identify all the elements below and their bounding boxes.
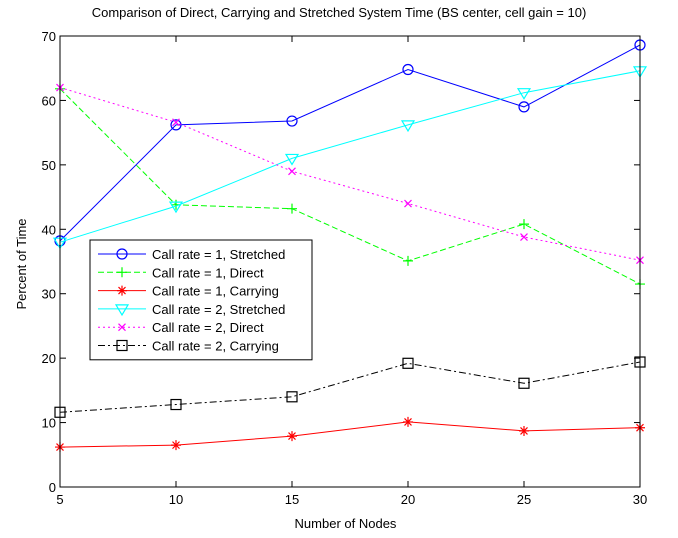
data-point-4-4	[400, 120, 416, 133]
data-point-4-3	[284, 153, 300, 166]
data-point-5-3	[288, 167, 296, 176]
legend-marker-1	[116, 248, 128, 260]
data-point-6-3	[286, 391, 298, 403]
data-point-5-4	[404, 199, 412, 208]
x-tick-label-6: 30	[633, 492, 647, 507]
data-point-3-2	[171, 440, 181, 451]
data-point-6-5	[518, 377, 530, 389]
legend-label-1: Call rate = 1, Stretched	[152, 247, 285, 262]
data-point-4-2	[168, 201, 184, 214]
legend-marker-4	[114, 304, 130, 317]
series-line-1	[59, 44, 641, 242]
legend-item-1: Call rate = 1, Stretched	[98, 247, 285, 262]
legend-marker-3	[117, 285, 127, 296]
data-point-5-5	[520, 233, 528, 241]
data-point-5-2	[172, 118, 180, 127]
x-tick-label-4: 20	[401, 492, 415, 507]
plot-area	[52, 39, 648, 453]
legend-label-6: Call rate = 2, Carrying	[152, 339, 279, 354]
series-3	[55, 416, 645, 453]
series-1	[54, 39, 646, 247]
series-line-3	[59, 421, 641, 448]
x-tick-label-5: 25	[517, 492, 531, 507]
axes: 5 10 15 20 25 30 0 10 20 30 40 50 60 70	[42, 29, 648, 507]
series-line-4	[59, 70, 641, 243]
legend-marker-5	[118, 323, 126, 332]
data-point-3-4	[403, 416, 413, 427]
legend-item-6: Call rate = 2, Carrying	[98, 339, 279, 354]
legend-box	[89, 239, 313, 361]
legend-label-2: Call rate = 1, Direct	[152, 265, 264, 280]
data-point-1-5	[518, 101, 530, 113]
legend: Call rate = 1, Stretched Call rate = 1, D…	[89, 239, 313, 361]
x-axis-title: Number of Nodes	[295, 516, 397, 531]
legend-item-3: Call rate = 1, Carrying	[98, 284, 279, 299]
data-point-2-3	[287, 203, 297, 214]
x-tick-label-3: 15	[285, 492, 299, 507]
x-tick-label-2: 10	[169, 492, 183, 507]
y-tick-label-4: 30	[42, 287, 56, 302]
legend-item-4: Call rate = 2, Stretched	[98, 302, 285, 317]
x-tick-label-1: 5	[56, 492, 63, 507]
axes-box	[59, 35, 641, 488]
y-tick-label-2: 10	[42, 416, 56, 431]
data-point-2-5	[519, 219, 529, 230]
legend-marker-6	[116, 339, 128, 352]
y-tick-label-6: 50	[42, 158, 56, 173]
legend-label-3: Call rate = 1, Carrying	[152, 284, 279, 299]
y-axis-title: Percent of Time	[14, 218, 29, 309]
legend-item-5: Call rate = 2, Direct	[98, 320, 264, 335]
y-tick-label-8: 70	[42, 29, 56, 44]
series-line-5	[59, 87, 641, 261]
data-point-4-5	[516, 88, 532, 100]
data-point-6-4	[402, 357, 414, 369]
legend-label-5: Call rate = 2, Direct	[152, 320, 264, 335]
data-point-3-5	[519, 425, 529, 436]
y-tick-label-1: 0	[49, 480, 56, 495]
data-point-3-3	[287, 431, 297, 442]
legend-marker-2	[117, 267, 127, 278]
legend-label-4: Call rate = 2, Stretched	[152, 302, 285, 317]
series-line-6	[59, 361, 641, 413]
legend-item-2: Call rate = 1, Direct	[98, 265, 264, 280]
chart-title: Comparison of Direct, Carrying and Stret…	[92, 5, 587, 20]
series-line-2	[59, 88, 641, 285]
data-point-2-4	[403, 255, 413, 266]
data-point-1-4	[402, 63, 414, 76]
series-6	[54, 356, 646, 418]
data-point-6-2	[170, 398, 182, 411]
data-point-1-3	[286, 115, 298, 127]
y-tick-label-3: 20	[42, 351, 56, 366]
y-tick-label-7: 60	[42, 93, 56, 108]
y-tick-label-5: 40	[42, 222, 56, 237]
